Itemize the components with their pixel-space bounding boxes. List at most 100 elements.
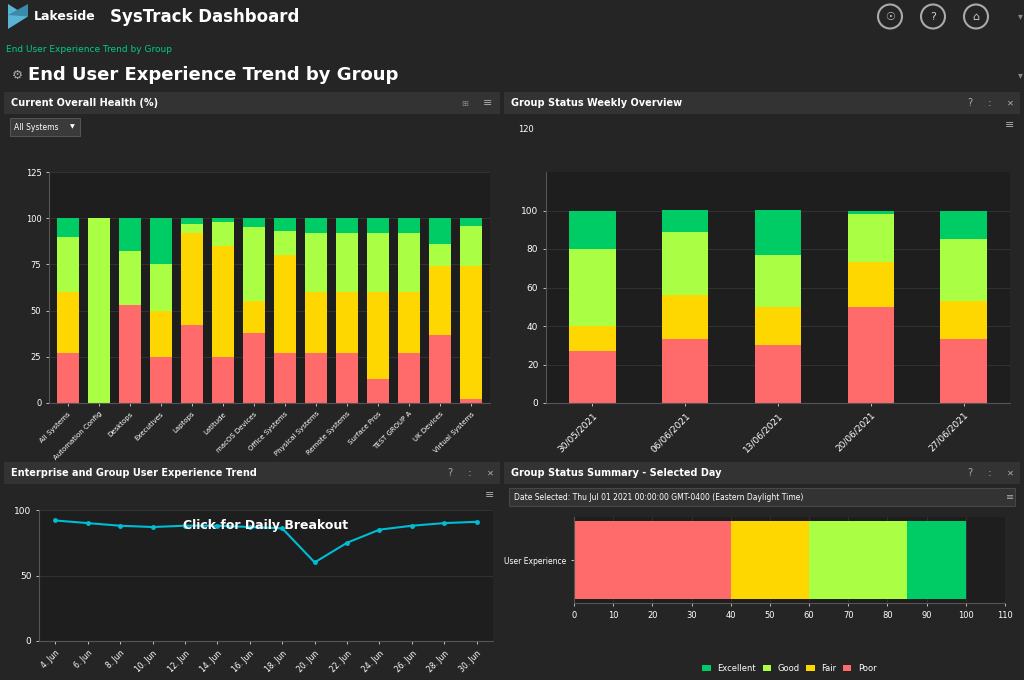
Bar xyxy=(56,292,79,353)
Bar xyxy=(56,237,79,292)
Bar xyxy=(848,307,894,403)
Bar xyxy=(398,218,420,233)
Bar xyxy=(940,239,987,301)
Bar xyxy=(368,379,389,403)
Text: ▾: ▾ xyxy=(1018,70,1022,80)
Bar xyxy=(662,232,709,295)
Bar xyxy=(398,233,420,292)
Bar xyxy=(336,292,358,353)
Text: ≡: ≡ xyxy=(1006,492,1014,502)
Bar xyxy=(755,307,801,345)
Text: Enterprise and Group User Experience Trend: Enterprise and Group User Experience Tre… xyxy=(11,468,257,478)
Bar xyxy=(907,521,966,599)
Bar xyxy=(305,292,327,353)
Bar xyxy=(336,218,358,233)
Bar xyxy=(119,218,140,252)
Text: ≡: ≡ xyxy=(483,98,493,108)
Text: ?: ? xyxy=(968,98,973,108)
Bar xyxy=(461,267,482,399)
Bar xyxy=(940,301,987,339)
Text: Group Status Summary - Selected Day: Group Status Summary - Selected Day xyxy=(511,468,722,478)
Bar xyxy=(212,357,233,403)
Bar xyxy=(368,218,389,233)
Text: Click for Daily Breakout: Click for Daily Breakout xyxy=(183,520,348,532)
Bar xyxy=(56,218,79,237)
Text: Lakeside: Lakeside xyxy=(34,10,96,23)
FancyBboxPatch shape xyxy=(4,462,500,484)
Text: End User Experience Trend by Group: End User Experience Trend by Group xyxy=(6,44,172,54)
Text: ≡: ≡ xyxy=(1006,120,1015,130)
Legend: Excellent, Good, Fair, Poor: Excellent, Good, Fair, Poor xyxy=(176,549,362,565)
Text: SysTrack Dashboard: SysTrack Dashboard xyxy=(110,7,299,25)
Text: ?: ? xyxy=(968,468,973,478)
Bar xyxy=(848,211,894,214)
Bar xyxy=(429,267,452,335)
Bar xyxy=(212,218,233,222)
Text: ⌂: ⌂ xyxy=(973,12,980,22)
Bar xyxy=(461,226,482,267)
Text: ?: ? xyxy=(447,468,453,478)
Bar xyxy=(243,301,265,333)
Bar xyxy=(119,305,140,403)
Bar xyxy=(569,249,615,326)
Bar xyxy=(119,252,140,305)
Bar xyxy=(429,218,452,244)
Text: ▼: ▼ xyxy=(70,124,75,129)
Bar xyxy=(181,224,203,233)
Bar xyxy=(212,246,233,357)
Text: All Systems: All Systems xyxy=(14,122,58,131)
Text: ⚙: ⚙ xyxy=(12,69,24,82)
Text: ✕: ✕ xyxy=(486,469,494,477)
Polygon shape xyxy=(8,4,28,29)
Bar xyxy=(243,227,265,301)
Bar xyxy=(461,218,482,226)
Bar xyxy=(181,326,203,403)
Bar xyxy=(940,211,987,239)
Bar xyxy=(274,255,296,353)
Text: :: : xyxy=(468,468,472,478)
Bar xyxy=(848,214,894,262)
Bar xyxy=(398,353,420,403)
Bar xyxy=(181,218,203,224)
Text: ?: ? xyxy=(930,12,936,22)
Bar xyxy=(368,292,389,379)
Bar xyxy=(150,218,172,265)
Bar xyxy=(181,233,203,326)
Bar xyxy=(574,521,731,599)
Text: ⊞: ⊞ xyxy=(462,99,469,107)
Bar xyxy=(150,311,172,357)
Bar xyxy=(848,262,894,307)
Bar xyxy=(662,339,709,403)
Bar xyxy=(368,233,389,292)
Bar xyxy=(336,233,358,292)
Text: :: : xyxy=(988,468,992,478)
Bar xyxy=(429,244,452,267)
Bar xyxy=(429,335,452,403)
FancyBboxPatch shape xyxy=(504,92,1020,114)
Bar xyxy=(305,353,327,403)
Bar xyxy=(305,233,327,292)
Text: Date Selected: Thu Jul 01 2021 00:00:00 GMT-0400 (Eastern Daylight Time): Date Selected: Thu Jul 01 2021 00:00:00 … xyxy=(514,492,804,502)
Bar xyxy=(755,255,801,307)
Bar xyxy=(243,218,265,227)
Bar xyxy=(662,295,709,339)
Bar xyxy=(731,521,809,599)
Bar xyxy=(274,353,296,403)
Bar xyxy=(305,218,327,233)
FancyBboxPatch shape xyxy=(509,488,1015,506)
Text: 120: 120 xyxy=(518,126,534,135)
Text: ✕: ✕ xyxy=(1007,99,1014,107)
Bar xyxy=(150,265,172,311)
Bar xyxy=(809,521,907,599)
Bar xyxy=(569,326,615,351)
Bar xyxy=(274,218,296,231)
Bar xyxy=(461,399,482,403)
FancyBboxPatch shape xyxy=(10,118,80,136)
Bar xyxy=(274,231,296,255)
Bar xyxy=(398,292,420,353)
Text: Group Status Weekly Overview: Group Status Weekly Overview xyxy=(511,98,682,108)
Bar xyxy=(212,222,233,246)
Bar xyxy=(336,353,358,403)
Bar xyxy=(662,211,709,232)
Bar xyxy=(56,353,79,403)
